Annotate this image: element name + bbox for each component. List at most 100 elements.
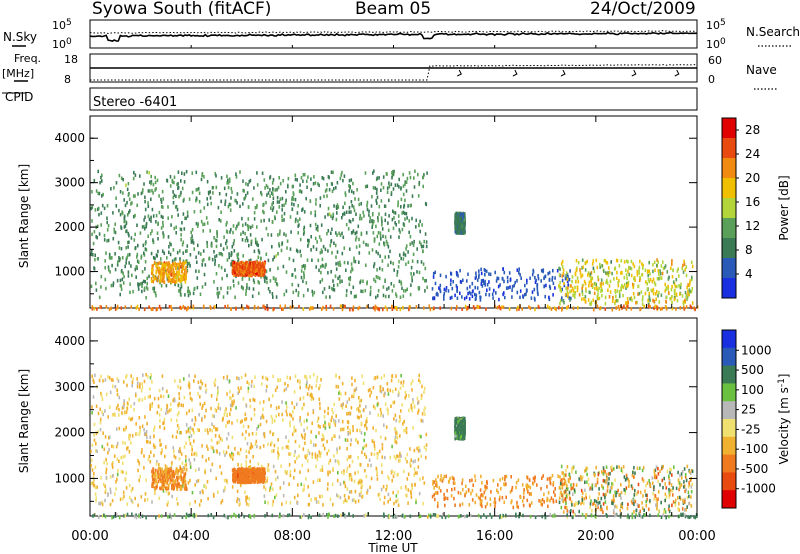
velocity-data-cell	[266, 476, 269, 480]
velocity-data-cell	[315, 379, 318, 383]
power-data-cell	[286, 239, 289, 243]
velocity-data-cell	[405, 393, 407, 398]
velocity-data-cell	[226, 377, 228, 381]
velocity-data-cell	[255, 439, 258, 444]
power-data-cell	[256, 260, 258, 264]
power-data-cell	[344, 201, 346, 206]
power-data-cell	[371, 219, 373, 223]
velocity-data-cell	[413, 448, 416, 453]
power-data-cell	[362, 289, 364, 294]
power-data-cell	[625, 273, 628, 277]
power-data-cell	[320, 223, 323, 227]
velocity-data-cell	[363, 438, 365, 443]
power-data-cell	[166, 256, 168, 260]
power-data-cell	[365, 263, 367, 267]
power-data-cell	[216, 287, 219, 291]
power-data-cell	[98, 232, 101, 236]
power-data-cell	[328, 175, 330, 180]
power-data-cell	[348, 178, 351, 183]
velocity-data-cell	[271, 417, 274, 422]
velocity-data-cell	[299, 385, 301, 390]
power-data-cell	[506, 275, 509, 280]
power-data-cell	[104, 277, 107, 282]
power-data-cell	[503, 270, 506, 275]
velocity-data-cell	[360, 481, 362, 485]
velocity-data-cell	[189, 430, 191, 435]
power-data-cell	[590, 302, 592, 306]
velocity-data-cell	[385, 488, 387, 492]
power-data-cell	[310, 211, 312, 215]
power-data-cell	[469, 285, 471, 289]
power-data-cell	[551, 275, 554, 280]
velocity-data-cell	[411, 486, 413, 491]
power-data-cell	[651, 289, 654, 293]
velocity-data-cell	[401, 403, 403, 407]
velocity-data-cell	[331, 482, 334, 487]
power-data-cell	[134, 267, 137, 272]
velocity-data-cell	[361, 450, 363, 454]
power-data-cell	[143, 288, 146, 292]
velocity-data-cell	[392, 474, 395, 479]
power-data-cell	[388, 294, 390, 299]
power-data-cell	[154, 256, 156, 261]
power-data-cell	[302, 173, 305, 177]
power-data-cell	[269, 290, 271, 294]
velocity-data-cell	[340, 392, 342, 396]
power-data-cell	[309, 199, 312, 203]
power-data-cell	[199, 292, 202, 296]
power-data-cell	[172, 201, 175, 205]
velocity-data-cell	[338, 461, 340, 466]
power-data-cell	[245, 182, 247, 186]
velocity-data-cell	[397, 454, 399, 459]
power-data-cell	[496, 305, 499, 310]
power-data-cell	[334, 243, 337, 248]
power-data-cell	[93, 266, 95, 270]
velocity-data-cell	[91, 443, 94, 447]
velocity-data-cell	[159, 486, 161, 490]
velocity-data-cell	[145, 429, 148, 434]
velocity-data-cell	[397, 393, 400, 398]
velocity-data-cell	[376, 403, 379, 407]
power-data-cell	[121, 269, 123, 273]
power-data-cell	[247, 205, 250, 209]
power-data-cell	[357, 197, 360, 202]
power-data-cell	[311, 289, 314, 294]
power-data-cell	[605, 280, 607, 284]
power-data-cell	[685, 296, 688, 300]
power-data-cell	[392, 170, 394, 174]
velocity-data-cell	[128, 450, 131, 454]
velocity-data-cell	[188, 458, 190, 462]
noise-tick-right-top: 105	[706, 18, 726, 32]
velocity-data-cell	[303, 402, 305, 407]
power-data-cell	[323, 287, 326, 291]
power-data-cell	[585, 261, 587, 265]
velocity-data-cell	[178, 482, 180, 486]
velocity-data-cell	[111, 413, 114, 417]
power-data-cell	[319, 251, 322, 255]
power-data-cell	[183, 262, 185, 266]
velocity-data-cell	[214, 434, 217, 438]
power-data-cell	[220, 210, 222, 214]
power-data-cell	[626, 276, 628, 281]
velocity-data-cell	[176, 497, 178, 501]
power-data-cell	[93, 178, 96, 183]
power-data-cell	[315, 227, 318, 231]
velocity-data-cell	[249, 446, 251, 450]
velocity-data-cell	[361, 484, 364, 488]
power-data-cell	[422, 244, 425, 249]
nave-label: Nave	[746, 63, 777, 77]
power-data-cell	[354, 238, 357, 242]
power-data-cell	[152, 279, 155, 284]
power-data-cell	[636, 300, 638, 305]
power-data-cell	[152, 238, 154, 242]
power-data-cell	[314, 181, 317, 185]
power-data-cell	[641, 262, 643, 266]
cpid-panel	[89, 87, 698, 111]
power-data-cell	[462, 212, 464, 217]
velocity-data-cell	[175, 479, 177, 483]
velocity-data-cell	[166, 465, 168, 469]
power-data-cell	[167, 273, 170, 277]
power-data-cell	[681, 294, 684, 298]
power-data-cell	[167, 267, 169, 271]
